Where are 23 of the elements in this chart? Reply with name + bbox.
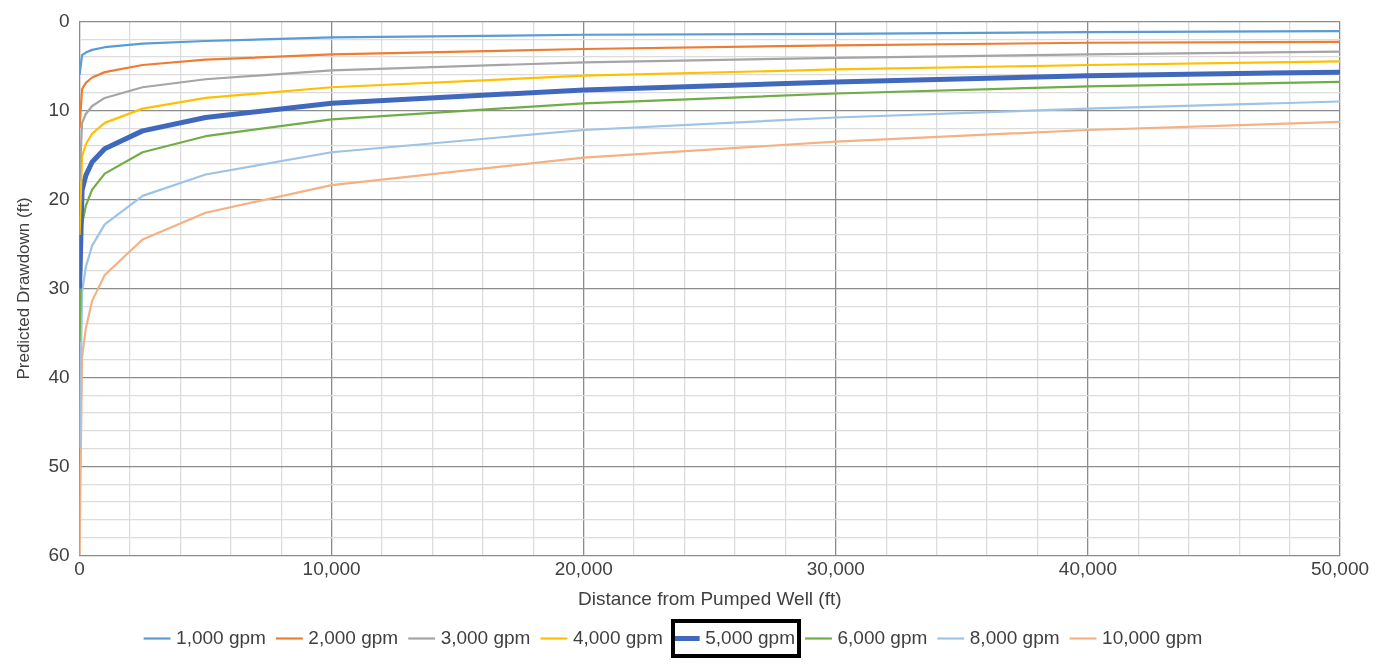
x-tick-label: 50,000	[1310, 558, 1370, 580]
legend-label: 10,000 gpm	[1102, 626, 1203, 648]
legend-label: 2,000 gpm	[308, 626, 399, 648]
y-tick-label: 50	[48, 454, 70, 476]
legend-label: 1,000 gpm	[176, 626, 266, 648]
legend-label: 8,000 gpm	[969, 626, 1060, 648]
y-tick-label: 40	[48, 365, 70, 387]
legend-label: 6,000 gpm	[837, 626, 928, 648]
x-tick-label: 20,000	[554, 558, 613, 580]
y-tick-label: 10	[48, 98, 70, 120]
y-axis-title: Predicted Drawdown (ft)	[13, 197, 33, 380]
x-tick-label: 40,000	[1058, 558, 1117, 580]
y-tick-label: 60	[48, 543, 70, 565]
legend-label: 3,000 gpm	[440, 626, 531, 648]
x-tick-label: 10,000	[302, 558, 361, 580]
legend-label: 4,000 gpm	[572, 626, 663, 648]
y-tick-label: 0	[58, 9, 70, 31]
legend-label: 5,000 gpm	[705, 626, 796, 648]
y-tick-label: 30	[48, 276, 70, 298]
x-tick-label: 0	[74, 558, 85, 580]
y-tick-label: 20	[48, 187, 70, 209]
x-axis-title: Distance from Pumped Well (ft)	[577, 587, 842, 609]
x-tick-label: 30,000	[806, 558, 865, 580]
